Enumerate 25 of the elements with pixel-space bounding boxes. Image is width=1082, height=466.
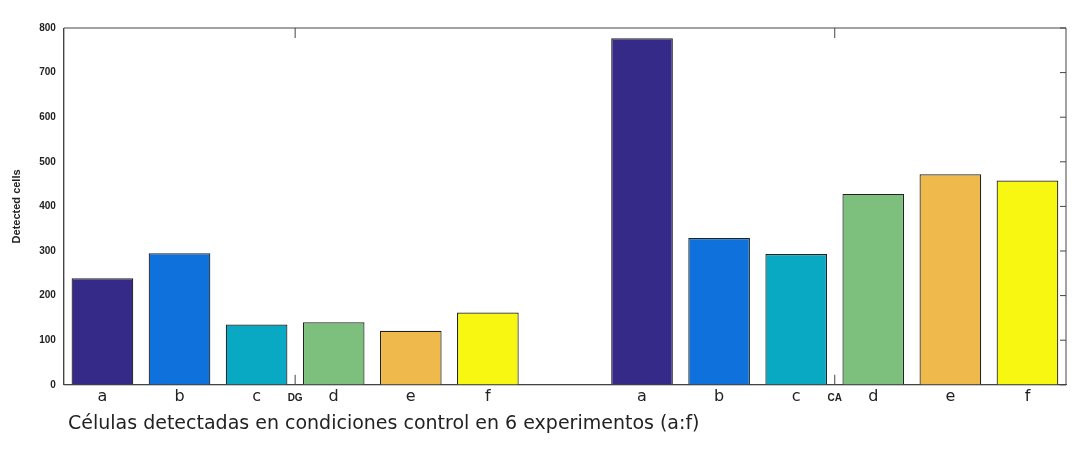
x-tick-label: a xyxy=(637,385,647,405)
y-tick-label: 300 xyxy=(39,244,57,256)
y-tick-label: 600 xyxy=(39,110,57,122)
y-tick-label: 200 xyxy=(39,289,57,301)
x-tick-label: d xyxy=(328,385,339,405)
y-tick-label: 100 xyxy=(39,333,57,345)
y-tick-label: 800 xyxy=(39,21,57,33)
text: DG xyxy=(287,391,303,403)
y-tick-label: 0 xyxy=(50,378,57,390)
x-tick-label: b xyxy=(174,385,185,405)
text: Células detectadas en condiciones control en 6 experimentos (a:f) xyxy=(68,411,700,434)
x-tick-label: b xyxy=(714,385,725,405)
y-axis-title: Detected cells xyxy=(9,169,22,244)
x-tick-label: f xyxy=(485,385,492,405)
x-tick-label: f xyxy=(1024,385,1031,405)
x-tick-label: c xyxy=(252,385,261,405)
x-tick-label: c xyxy=(791,385,801,405)
x-tick-label: e xyxy=(405,385,416,405)
y-tick-label: 400 xyxy=(39,200,57,212)
y-tick-label: 500 xyxy=(39,155,57,167)
x-tick-label: a xyxy=(97,385,108,405)
x-tick-label: e xyxy=(945,385,956,405)
text: CA xyxy=(827,391,842,403)
y-tick-label: 700 xyxy=(39,66,57,78)
x-tick-label: d xyxy=(868,385,879,405)
